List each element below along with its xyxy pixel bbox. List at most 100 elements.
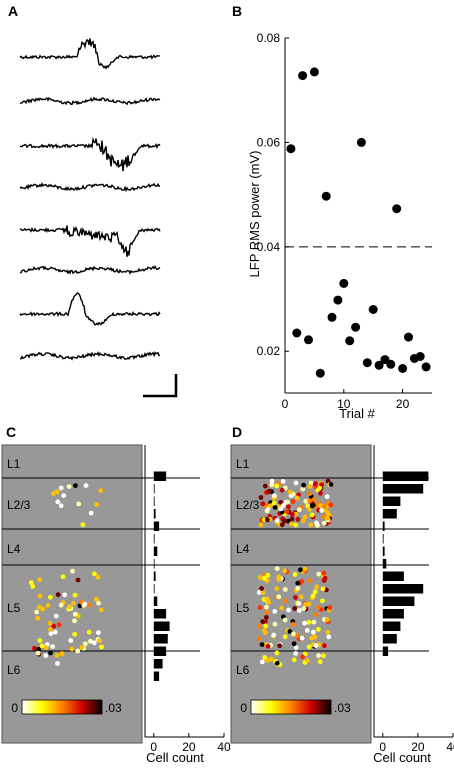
cell-marker <box>276 594 282 600</box>
cell-marker <box>298 594 304 600</box>
cell-marker <box>325 515 330 521</box>
cell-marker <box>261 575 267 581</box>
hist-bar <box>382 621 401 631</box>
cell-marker <box>58 602 64 608</box>
cell-marker <box>257 575 263 580</box>
cell-marker <box>301 482 306 488</box>
cell-marker <box>277 643 283 649</box>
cell-marker <box>48 594 53 600</box>
cell-marker <box>293 595 298 600</box>
cell-marker <box>286 518 291 524</box>
cell-marker <box>258 522 264 528</box>
cell-marker <box>293 651 299 656</box>
lfp-trace-8 <box>19 351 161 361</box>
cell-marker <box>306 644 312 650</box>
cell-marker <box>303 498 309 504</box>
cell-marker <box>73 483 78 488</box>
cell-marker <box>291 657 297 663</box>
cell-marker <box>265 643 271 649</box>
cell-marker <box>272 621 278 627</box>
panel-b-data-point <box>315 368 325 378</box>
layer-label: L1 <box>7 457 21 471</box>
hist-x-tick-label: 40 <box>217 740 231 754</box>
cell-marker <box>312 634 318 640</box>
panel-b-data-point <box>298 71 308 81</box>
cell-marker <box>309 512 315 518</box>
cell-marker <box>274 650 280 656</box>
cell-marker <box>43 653 49 658</box>
cell-marker <box>274 483 280 489</box>
cell-marker <box>34 609 39 615</box>
cell-marker <box>318 503 323 508</box>
layer-label: L6 <box>236 663 250 677</box>
cell-marker <box>296 507 302 513</box>
cell-marker <box>60 574 66 580</box>
hist-bar <box>153 471 167 481</box>
hist-bar <box>382 471 429 481</box>
cell-marker <box>311 496 317 502</box>
cell-marker <box>317 485 323 491</box>
layer-label: L4 <box>7 542 21 556</box>
cell-marker <box>292 572 298 577</box>
cell-marker <box>35 650 41 656</box>
cell-marker <box>278 500 284 505</box>
cell-marker <box>71 600 76 606</box>
cell-marker <box>322 520 327 526</box>
panel-b-data-point <box>404 332 413 342</box>
cell-marker <box>324 617 330 623</box>
lfp-trace-4 <box>19 181 160 193</box>
cell-marker <box>264 517 270 523</box>
panel-b-data-point <box>392 204 402 214</box>
panel-a-traces <box>19 38 178 398</box>
panel-b-y-tick-label: 0.02 <box>257 344 281 358</box>
hist-bar <box>382 559 387 569</box>
cell-marker <box>307 507 312 512</box>
cell-marker <box>307 498 313 504</box>
cell-marker <box>59 651 65 656</box>
cell-marker <box>55 499 61 505</box>
cell-marker <box>58 485 64 491</box>
cell-marker <box>257 624 262 629</box>
cell-marker <box>302 566 308 572</box>
cell-marker <box>96 630 101 636</box>
lfp-trace-7 <box>19 292 161 326</box>
hist-bar <box>153 621 170 631</box>
cell-marker <box>296 601 302 606</box>
cell-marker <box>311 619 317 625</box>
cell-marker <box>47 621 53 626</box>
cell-marker <box>265 572 271 578</box>
cell-marker <box>278 506 284 512</box>
cell-marker <box>264 604 269 610</box>
cell-marker <box>295 580 301 586</box>
cell-marker <box>69 646 75 652</box>
cell-marker <box>37 577 43 583</box>
hist-bar <box>153 634 168 644</box>
cell-marker <box>35 615 41 621</box>
cell-marker <box>295 585 301 591</box>
hist-bar <box>382 596 415 606</box>
hist-bar <box>382 609 404 619</box>
cell-marker <box>83 483 89 488</box>
cell-marker <box>268 503 273 509</box>
hist-x-tick-label: 20 <box>182 740 196 754</box>
cell-marker <box>72 611 78 617</box>
cell-marker <box>43 645 49 651</box>
panel-label-b: B <box>232 3 242 19</box>
hist-bar <box>153 609 167 619</box>
cell-marker <box>308 522 314 528</box>
cell-marker <box>319 508 324 513</box>
cell-marker <box>279 522 285 528</box>
cell-marker <box>294 633 300 638</box>
cell-marker <box>289 516 295 522</box>
cell-marker <box>259 659 265 665</box>
cell-marker <box>37 604 42 610</box>
cell-marker <box>271 632 277 638</box>
panel-b-data-point <box>398 364 408 373</box>
cell-marker <box>285 499 290 505</box>
panel-b-data-point <box>309 67 319 77</box>
cell-marker <box>28 580 34 586</box>
cell-marker <box>272 505 278 510</box>
cell-marker <box>313 481 318 486</box>
panel-d-layer-map: Cell count L1 L2/3 L4 L5 L6 0 .03 0 20 40 <box>230 444 454 765</box>
cortex-section <box>1 444 143 744</box>
